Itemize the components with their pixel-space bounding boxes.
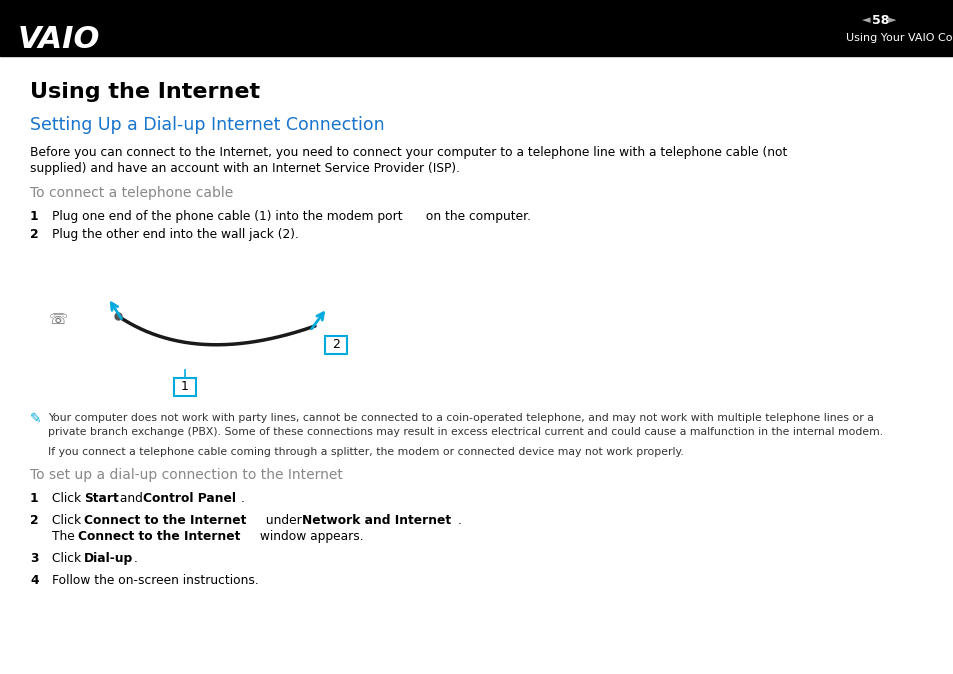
Text: Control Panel: Control Panel <box>143 492 235 505</box>
Text: .: . <box>133 552 138 565</box>
Text: Network and Internet: Network and Internet <box>302 514 451 527</box>
Text: To set up a dial-up connection to the Internet: To set up a dial-up connection to the In… <box>30 468 342 482</box>
Text: VAIO: VAIO <box>18 26 100 55</box>
Text: Plug one end of the phone cable (1) into the modem port      on the computer.: Plug one end of the phone cable (1) into… <box>52 210 531 223</box>
Text: Your computer does not work with party lines, cannot be connected to a coin-oper: Your computer does not work with party l… <box>48 413 873 423</box>
Text: Start: Start <box>84 492 118 505</box>
Text: under: under <box>262 514 305 527</box>
Text: If you connect a telephone cable coming through a splitter, the modem or connect: If you connect a telephone cable coming … <box>48 447 683 457</box>
Text: ◄: ◄ <box>862 15 869 25</box>
Text: private branch exchange (PBX). Some of these connections may result in excess el: private branch exchange (PBX). Some of t… <box>48 427 882 437</box>
Text: Using the Internet: Using the Internet <box>30 82 260 102</box>
Text: ☏: ☏ <box>49 313 68 328</box>
Text: 2: 2 <box>30 228 38 241</box>
Text: The: The <box>52 530 78 543</box>
Bar <box>173 378 195 396</box>
Text: Click: Click <box>52 492 85 505</box>
Text: Before you can connect to the Internet, you need to connect your computer to a t: Before you can connect to the Internet, … <box>30 146 786 159</box>
Bar <box>0 0 953 56</box>
Text: .: . <box>241 492 245 505</box>
Text: 2: 2 <box>332 338 339 352</box>
Text: Dial-up: Dial-up <box>84 552 133 565</box>
Text: Click: Click <box>52 552 85 565</box>
Text: supplied) and have an account with an Internet Service Provider (ISP).: supplied) and have an account with an In… <box>30 162 459 175</box>
Text: 1: 1 <box>30 492 38 505</box>
Text: Plug the other end into the wall jack (2).: Plug the other end into the wall jack (2… <box>52 228 298 241</box>
Text: and: and <box>116 492 147 505</box>
Text: window appears.: window appears. <box>255 530 363 543</box>
Text: ✎: ✎ <box>30 412 42 426</box>
Bar <box>325 336 347 354</box>
Text: .: . <box>457 514 461 527</box>
Text: 4: 4 <box>30 574 38 587</box>
Text: 58: 58 <box>871 13 888 26</box>
Text: 1: 1 <box>30 210 38 223</box>
Text: To connect a telephone cable: To connect a telephone cable <box>30 186 233 200</box>
Text: Using Your VAIO Computer: Using Your VAIO Computer <box>845 33 953 43</box>
Text: 2: 2 <box>30 514 38 527</box>
Text: Setting Up a Dial-up Internet Connection: Setting Up a Dial-up Internet Connection <box>30 116 384 134</box>
Text: 1: 1 <box>181 381 189 394</box>
Text: 3: 3 <box>30 552 38 565</box>
Text: ►: ► <box>887 15 896 25</box>
Text: Follow the on-screen instructions.: Follow the on-screen instructions. <box>52 574 258 587</box>
Text: Connect to the Internet: Connect to the Internet <box>84 514 246 527</box>
Text: Click: Click <box>52 514 85 527</box>
Text: Connect to the Internet: Connect to the Internet <box>78 530 240 543</box>
